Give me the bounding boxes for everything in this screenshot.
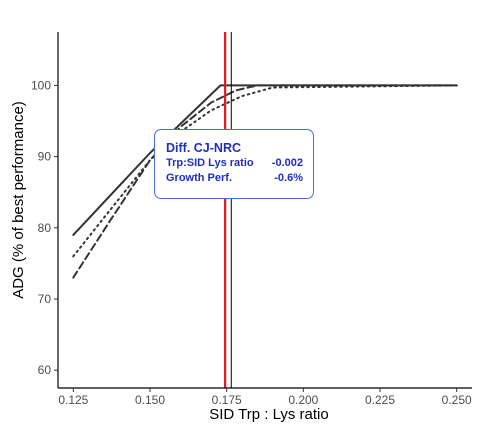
x-axis-title: SID Trp : Lys ratio [209, 406, 328, 423]
annotation-title: Diff. CJ-NRC [166, 141, 241, 155]
y-tick-label: 80 [38, 221, 52, 235]
annotation-box: Diff. CJ-NRC Trp:SID Lys ratio -0.002 Gr… [154, 129, 314, 199]
y-tick-label: 70 [38, 292, 52, 306]
series-line-dashed [72, 84, 458, 279]
x-tick-label: 0.150 [135, 393, 165, 407]
annotation-growth-label: Growth Perf. [166, 172, 233, 184]
y-axis-title: ADG (% of best performance) [10, 101, 27, 299]
x-tick-label: 0.175 [212, 393, 242, 407]
y-tick-label: 90 [38, 150, 52, 164]
annotation-row-ratio: Trp:SID Lys ratio -0.002 [166, 156, 303, 171]
series-line-dotted [72, 84, 458, 258]
x-tick-label: 0.225 [365, 393, 395, 407]
reference-lines [224, 32, 232, 388]
annotation-ratio-label: Trp:SID Lys ratio [166, 157, 254, 169]
y-tick-label: 100 [31, 78, 51, 92]
x-tick-label: 0.250 [442, 393, 472, 407]
annotation-row-growth: Growth Perf. -0.6% [166, 171, 303, 186]
annotation-growth-value: -0.6% [274, 172, 303, 184]
axes: 0.125 0.150 0.175 0.200 0.225 0.250 60 70 80 90 10… [31, 32, 472, 407]
y-tick-label: 60 [38, 363, 52, 377]
x-tick-label: 0.200 [288, 393, 318, 407]
annotation-ratio-value: -0.002 [271, 157, 303, 169]
x-tick-label: 0.125 [58, 393, 88, 407]
series-lines [72, 84, 458, 279]
